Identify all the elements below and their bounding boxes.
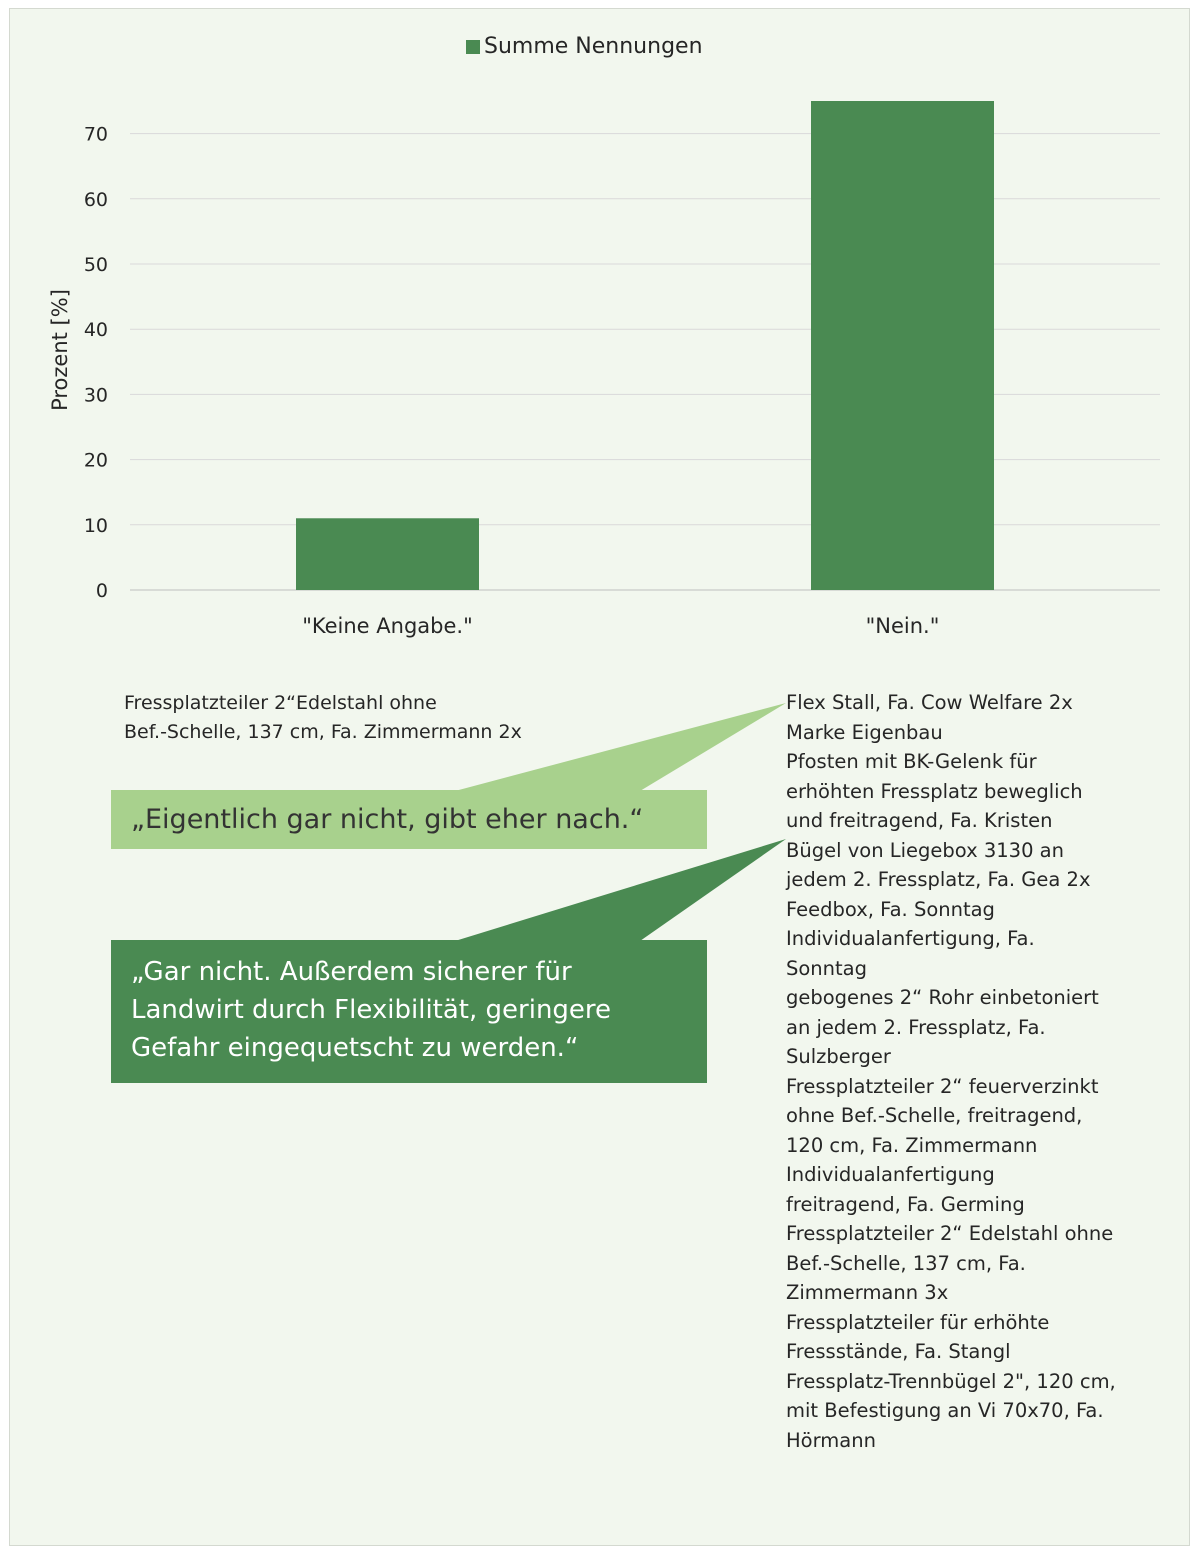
legend-label: Summe Nennungen (484, 34, 703, 59)
callout-dark: „Gar nicht. Außerdem sicherer für Landwi… (111, 940, 707, 1083)
y-tick-label: 70 (84, 124, 108, 146)
y-tick-label: 10 (84, 515, 108, 537)
y-tick-label: 40 (84, 319, 108, 341)
y-tick-label: 20 (84, 450, 108, 472)
legend-swatch (466, 39, 480, 54)
callout-light: „Eigentlich gar nicht, gibt eher nach.“ (111, 790, 707, 849)
x-category-label: "Nein." (866, 614, 940, 638)
y-tick-label: 60 (84, 189, 108, 211)
note-right: Flex Stall, Fa. Cow Welfare 2x Marke Eig… (786, 691, 1116, 1452)
legend: Summe Nennungen (466, 34, 703, 59)
y-tick-label: 50 (84, 254, 108, 276)
y-tick-label: 30 (84, 384, 108, 406)
y-axis-label: Prozent [%] (48, 289, 72, 411)
x-category-label: "Keine Angabe." (302, 614, 473, 638)
y-tick-label: 0 (96, 580, 108, 602)
bar (296, 518, 479, 590)
note-left: Fressplatzteiler 2“Edelstahl ohne Bef.-S… (124, 692, 522, 743)
bar (811, 101, 994, 590)
bar-chart: 0 10 20 30 40 50 60 70 "Keine Angabe." "Nein." (84, 101, 1160, 638)
